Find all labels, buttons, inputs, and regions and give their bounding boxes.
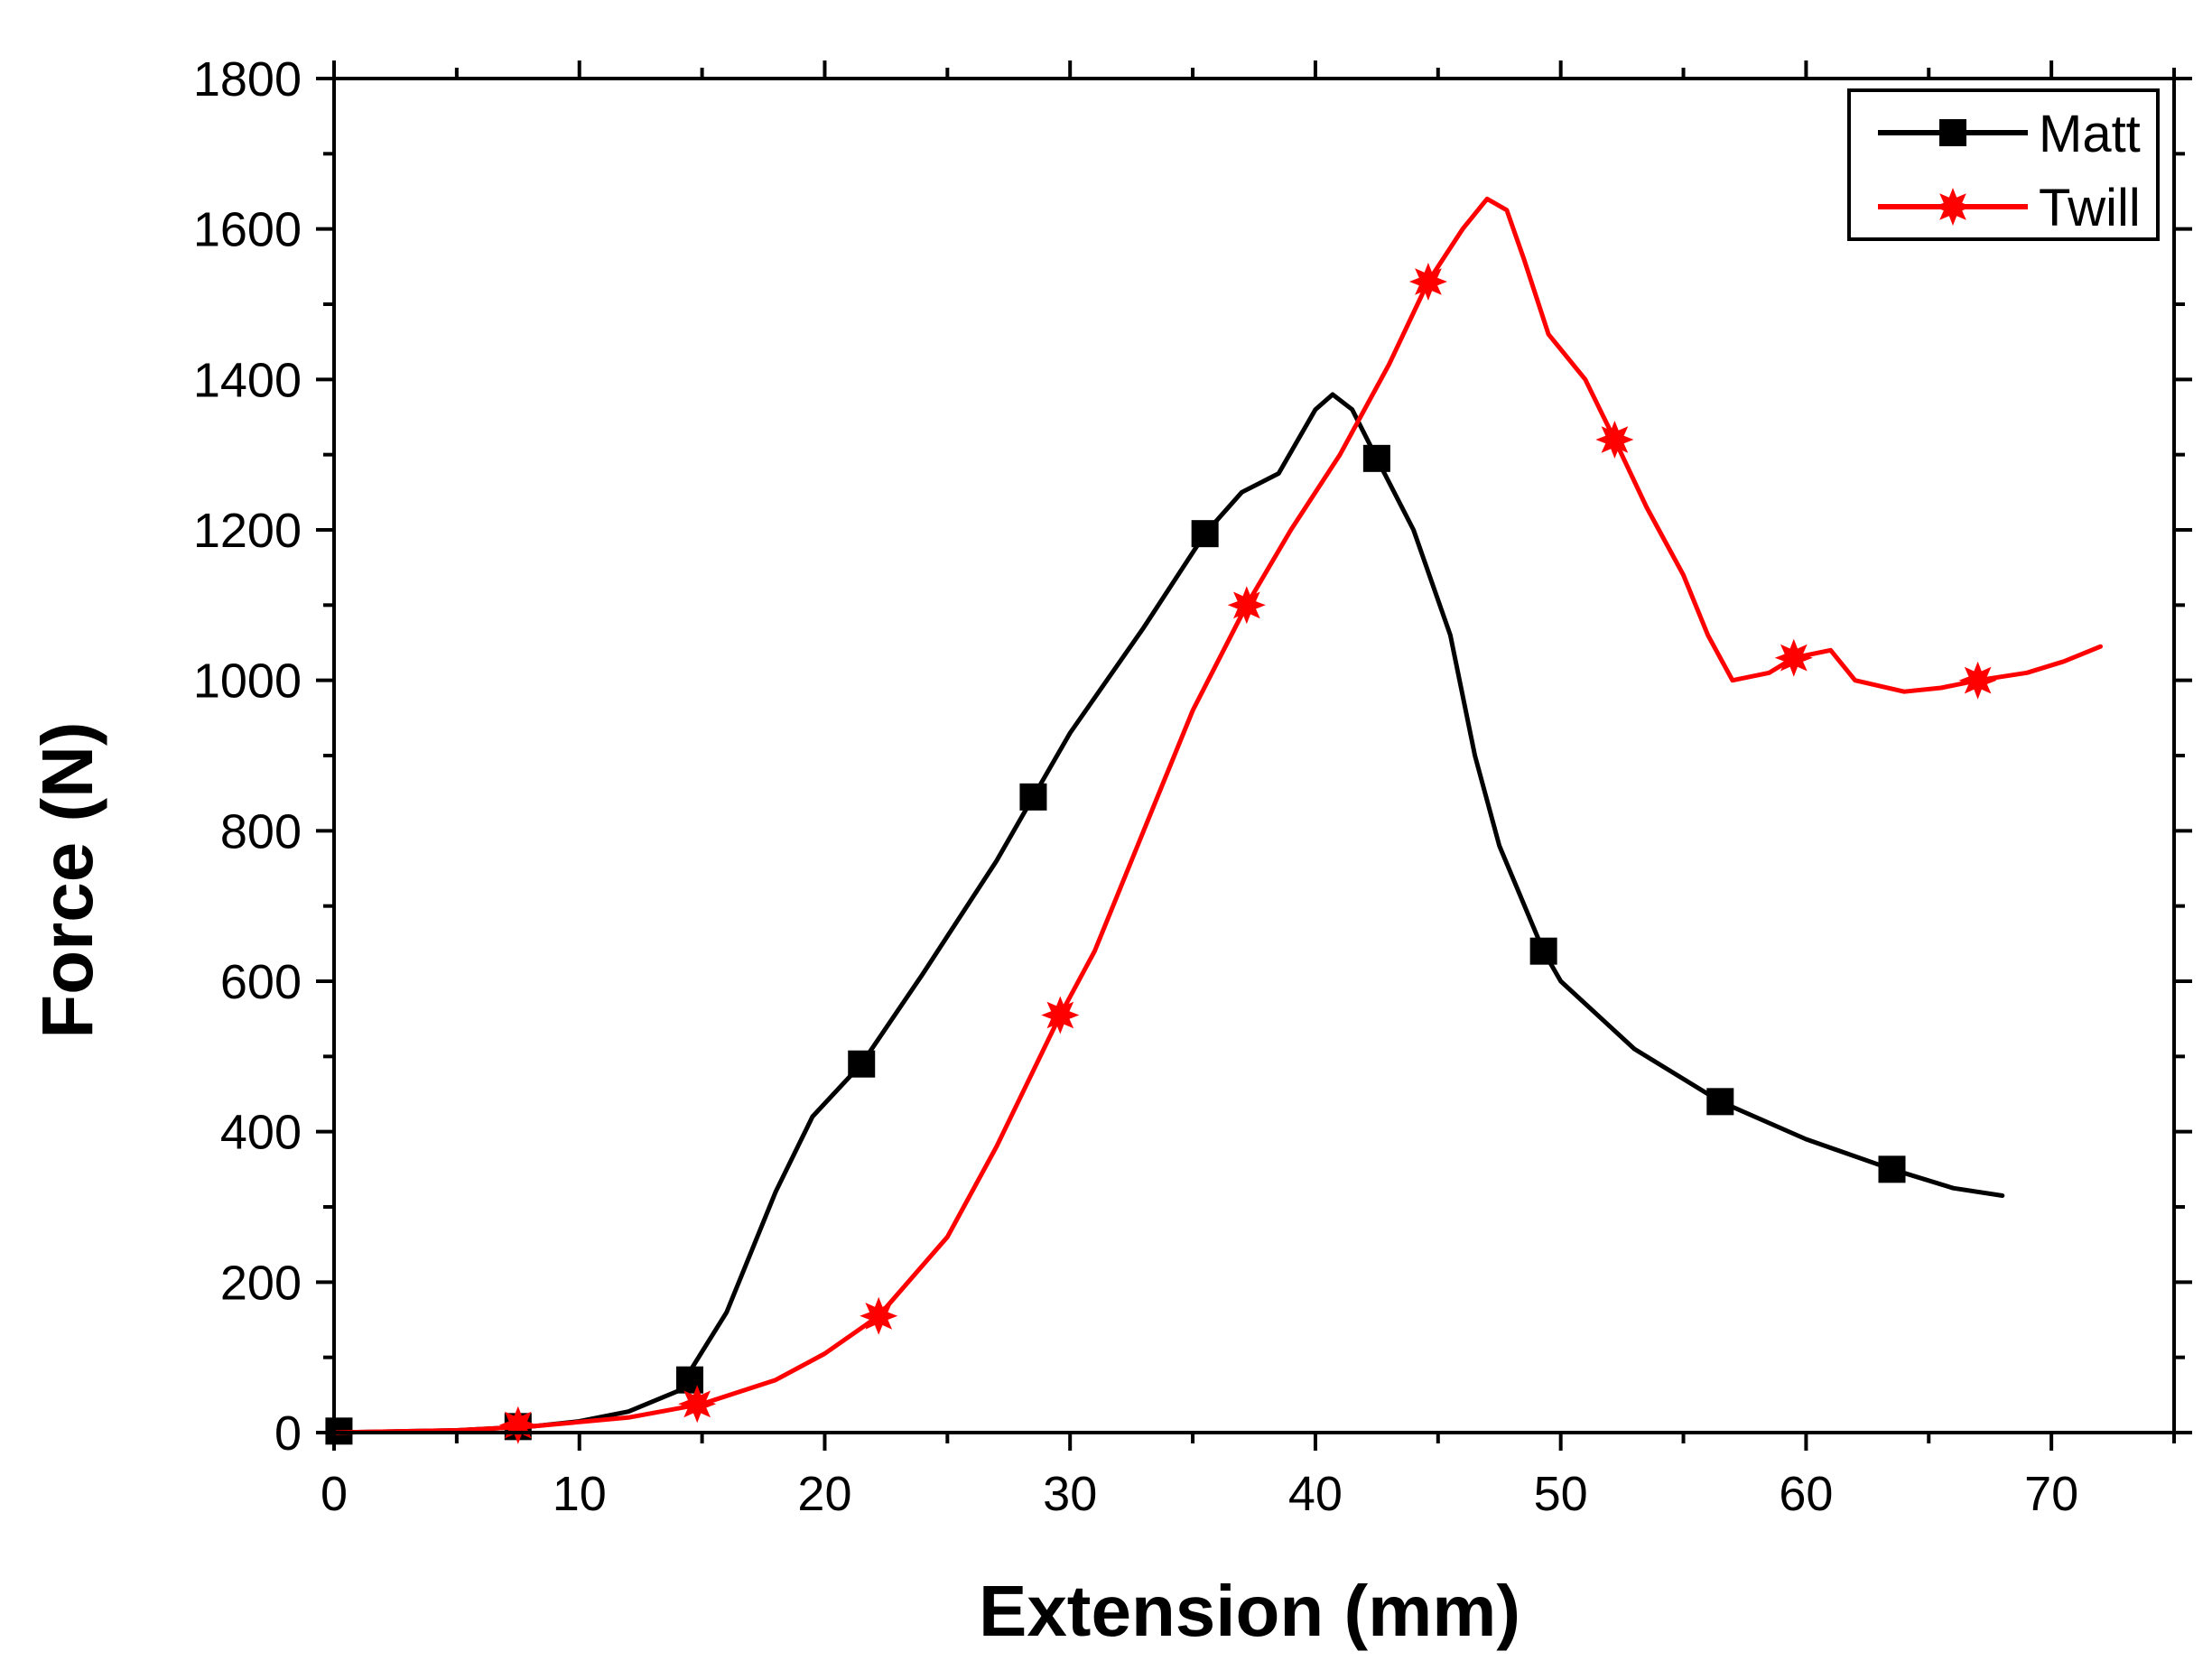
data-point-twill <box>1595 421 1634 459</box>
y-tick-label: 1800 <box>193 52 302 107</box>
x-tick-label: 40 <box>1288 1467 1343 1521</box>
x-axis-title: Extension (mm) <box>979 1571 1520 1651</box>
data-point-matt <box>1706 1088 1734 1116</box>
y-tick-label: 1200 <box>193 504 302 558</box>
data-point-twill <box>860 1296 898 1335</box>
y-tick-label: 1600 <box>193 203 302 257</box>
x-tick-label: 30 <box>1043 1467 1097 1521</box>
data-point-twill <box>1041 996 1080 1034</box>
data-point-matt <box>676 1366 704 1394</box>
data-point-matt <box>1362 444 1390 472</box>
series-line-matt <box>331 392 2005 1435</box>
data-point-twill <box>678 1385 717 1424</box>
legend-box <box>1847 88 2160 241</box>
series-layer <box>325 196 2103 1445</box>
legend-marker-matt <box>1939 119 1966 146</box>
legend: Matt Twill <box>1847 88 2160 241</box>
legend-label-twill: Twill <box>2039 179 2141 237</box>
y-tick-label: 1400 <box>193 353 302 407</box>
data-point-twill <box>1774 638 1813 677</box>
legend-marker-twill <box>1934 188 1972 226</box>
data-point-matt <box>848 1050 876 1078</box>
x-tick-label: 60 <box>1779 1467 1833 1521</box>
series-line-twill <box>331 196 2103 1435</box>
x-tick-label: 10 <box>553 1467 607 1521</box>
legend-label-matt: Matt <box>2039 105 2141 163</box>
data-point-matt <box>1878 1155 1906 1183</box>
x-tick-label: 50 <box>1534 1467 1588 1521</box>
data-point-twill <box>1408 263 1447 301</box>
axes-layer: 0 10 20 30 40 50 60 70 0 200 400 600 800 1000 1200 1400… <box>193 52 2192 1521</box>
series-twill <box>331 196 2103 1444</box>
data-point-matt <box>1019 783 1047 811</box>
y-tick-label: 200 <box>220 1256 302 1310</box>
data-point-twill <box>1958 661 1997 700</box>
x-tick-label: 0 <box>321 1467 348 1521</box>
plot-frame <box>332 77 2176 1434</box>
data-point-twill <box>1227 586 1266 625</box>
y-tick-label: 800 <box>220 804 302 858</box>
y-tick-label: 600 <box>220 955 302 1009</box>
x-tick-label: 70 <box>2024 1467 2078 1521</box>
data-point-matt <box>1529 937 1557 965</box>
y-tick-label: 0 <box>274 1406 302 1461</box>
series-matt <box>325 392 2005 1445</box>
data-point-twill <box>498 1406 537 1444</box>
x-tick-label: 20 <box>797 1467 851 1521</box>
y-tick-label: 400 <box>220 1106 302 1160</box>
data-point-matt <box>1191 520 1219 548</box>
y-tick-label: 1000 <box>193 654 302 709</box>
y-axis-title: Force (N) <box>27 721 107 1038</box>
